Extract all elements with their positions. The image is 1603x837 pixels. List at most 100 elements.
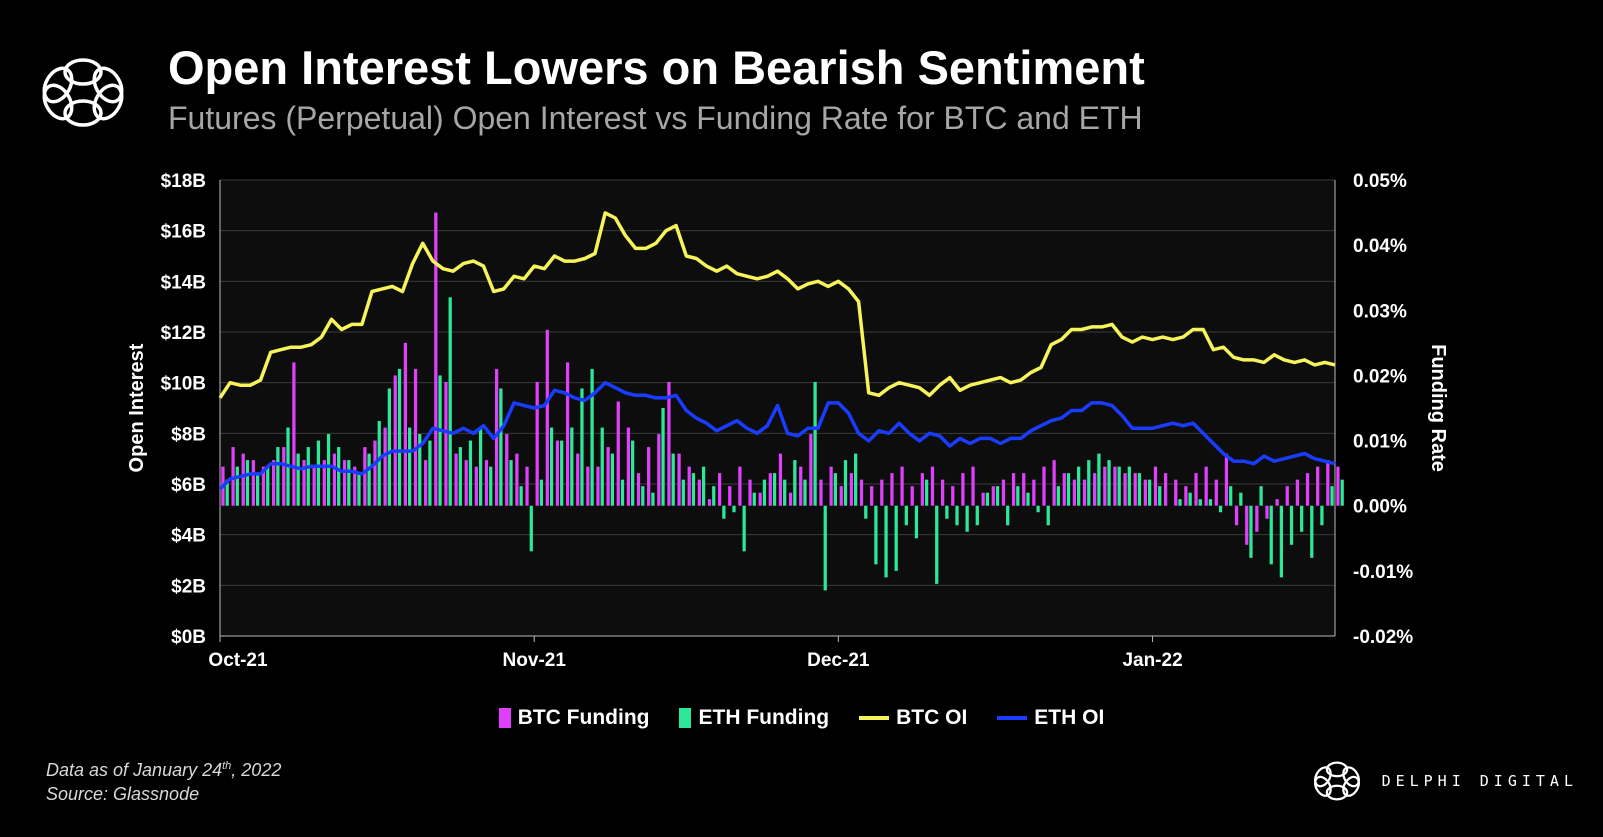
btc-funding-bar <box>302 460 306 506</box>
btc-funding-bar <box>596 466 600 506</box>
eth-funding-bar <box>1127 466 1131 506</box>
eth-funding-bar <box>560 440 564 506</box>
eth-funding-bar <box>864 505 868 519</box>
y-tick-label: $2B <box>171 576 206 597</box>
eth-funding-bar <box>823 505 827 591</box>
eth-funding-bar <box>539 479 544 506</box>
eth-funding-bar <box>894 505 898 571</box>
eth-funding-bar <box>347 460 351 506</box>
y-tick-label: $8B <box>171 424 206 445</box>
btc-funding-bar <box>342 460 347 506</box>
btc-funding-bar <box>981 492 985 506</box>
btc-funding-bar <box>636 473 641 506</box>
delphi-small-logo-icon <box>1313 761 1360 801</box>
eth-funding-bar <box>1137 473 1142 506</box>
eth-funding-bar <box>843 460 848 506</box>
eth-funding-bar <box>884 505 888 578</box>
btc-funding-bar <box>322 460 326 506</box>
btc-funding-bar <box>525 466 529 506</box>
btc-funding-bar <box>1265 505 1269 519</box>
btc-funding-bar <box>1153 466 1158 506</box>
eth-funding-bar <box>793 460 797 506</box>
eth-funding-bar <box>1006 505 1010 526</box>
delphi-logo-icon <box>42 58 124 127</box>
eth-funding-bar <box>418 434 422 506</box>
btc-funding-bar <box>1234 505 1239 526</box>
eth-funding-bar <box>1056 486 1060 506</box>
eth-funding-bar <box>651 492 655 506</box>
eth-funding-bar <box>732 505 736 513</box>
x-tick-label: Oct-21 <box>208 650 268 671</box>
eth-funding-bar <box>1269 505 1273 565</box>
btc-funding-bar <box>363 447 367 506</box>
btc-funding-bar <box>1255 505 1259 532</box>
btc-funding-bar <box>738 466 742 506</box>
eth-funding-bar <box>438 375 442 506</box>
eth-funding-bar <box>752 492 756 506</box>
btc-funding-bar <box>900 466 904 506</box>
eth-funding-bar <box>448 297 452 506</box>
eth-funding-bar <box>245 460 250 506</box>
btc-funding-bar <box>545 329 549 506</box>
y-tick-label: $18B <box>161 171 206 192</box>
y2-tick-label: -0.02% <box>1353 627 1413 648</box>
btc-funding-bar <box>383 427 387 506</box>
btc-funding-bar <box>484 460 489 506</box>
eth-funding-bar <box>975 505 979 526</box>
eth-funding-bar <box>722 505 726 519</box>
btc-funding-bar <box>535 381 539 506</box>
eth-funding-bar <box>1097 453 1101 506</box>
eth-funding-bar <box>1330 486 1334 506</box>
eth-funding-bar <box>316 440 321 506</box>
btc-funding-bar <box>261 466 266 506</box>
btc-funding-bar <box>1285 486 1289 506</box>
btc-funding-bar <box>515 453 519 506</box>
btc-funding-bar <box>941 479 945 506</box>
btc-funding-bar <box>282 447 286 506</box>
btc-funding-bar <box>576 453 580 506</box>
eth-funding-bar <box>1066 473 1071 506</box>
btc-funding-bar <box>1214 479 1218 506</box>
btc-funding-bar <box>565 362 570 506</box>
eth-funding-bar <box>266 466 270 506</box>
eth-funding-bar <box>458 447 462 506</box>
btc-funding-bar <box>454 453 458 506</box>
btc-funding-bar <box>1143 479 1147 506</box>
eth-funding-bar <box>772 473 777 506</box>
eth-funding-bar <box>1117 466 1121 506</box>
eth-funding-bar <box>691 473 696 506</box>
btc-funding-bar <box>353 466 357 506</box>
eth-funding-bar <box>408 427 412 506</box>
y-tick-label: $14B <box>161 272 206 293</box>
eth-funding-bar <box>1208 499 1213 506</box>
btc-funding-bar <box>474 466 478 506</box>
btc-funding-bar <box>880 479 884 506</box>
btc-funding-bar <box>424 460 428 506</box>
btc-funding-bar <box>809 434 813 506</box>
legend-btc-funding: BTC Funding <box>498 706 649 730</box>
y2-tick-label: 0.02% <box>1353 366 1407 387</box>
btc-funding-bar <box>1245 505 1249 545</box>
btc-funding-bar <box>1204 466 1208 506</box>
btc-funding-bar <box>413 368 418 506</box>
eth-funding-bar <box>1036 505 1040 513</box>
eth-funding-bar <box>610 453 614 506</box>
eth-funding-bar <box>661 408 665 506</box>
y2-tick-label: 0.03% <box>1353 301 1407 322</box>
btc-funding-bar <box>505 434 509 506</box>
btc-funding-bar <box>971 466 975 506</box>
eth-funding-bar <box>1026 492 1030 506</box>
eth-funding-bar <box>255 473 260 506</box>
btc-funding-bar <box>1275 499 1279 506</box>
btc-funding-bar <box>444 381 448 506</box>
btc-funding-bar <box>393 375 397 506</box>
chart: $0B $2B $4B $6B $8B $10B $12B $14B $16B $18B -0.02… <box>126 171 1449 671</box>
btc-funding-bar <box>1123 473 1127 506</box>
btc-funding-bar <box>555 440 560 506</box>
btc-funding-bar <box>657 434 661 506</box>
y2-tick-label: -0.01% <box>1353 562 1413 583</box>
eth-funding-bar <box>1289 505 1294 545</box>
btc-funding-bar <box>707 499 712 506</box>
eth-funding-bar <box>468 440 473 506</box>
y-tick-label: $10B <box>161 374 206 395</box>
